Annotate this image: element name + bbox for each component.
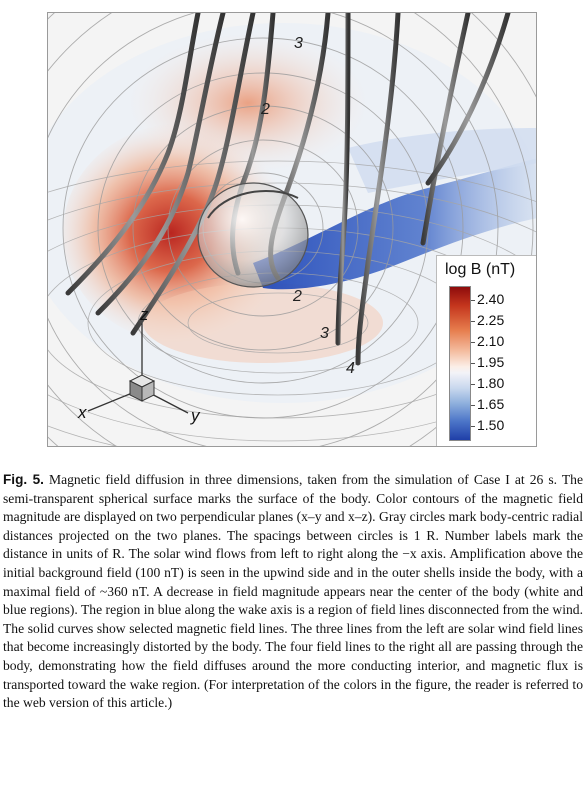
legend-tick: 1.50: [477, 417, 505, 433]
legend-tick: 2.25: [477, 312, 505, 328]
radial-label-3-bottom: 3: [320, 325, 329, 342]
magnetic-field-plot: [48, 13, 536, 446]
colorbar-legend: log B (nT) 2.40 2.25 2.10 1.95 1.80 1.65…: [436, 255, 536, 446]
figure-caption: Fig. 5. Magnetic field diffusion in thre…: [3, 471, 583, 713]
axis-label-z: z: [140, 305, 149, 324]
radial-label-2-bottom: 2: [293, 288, 302, 305]
legend-tick: 1.80: [477, 375, 505, 391]
axis-label-x: x: [78, 403, 87, 422]
radial-label-4-bottom: 4: [346, 360, 355, 377]
legend-tick: 2.10: [477, 333, 505, 349]
legend-tick: 1.65: [477, 396, 505, 412]
colorbar: [449, 286, 471, 441]
figure-panel: 3 2 2 3 4 z x y log B (nT) 2.40 2.25 2.1…: [47, 12, 537, 447]
radial-label-3-top: 3: [294, 35, 303, 52]
legend-tick: 1.95: [477, 354, 505, 370]
axis-label-y: y: [191, 406, 200, 425]
radial-label-2-top: 2: [261, 101, 270, 118]
legend-title: log B (nT): [445, 261, 516, 278]
caption-label: Fig. 5.: [3, 472, 44, 487]
axis-triad: [87, 323, 189, 414]
caption-text: Magnetic field diffusion in three dimens…: [3, 472, 583, 711]
legend-tick: 2.40: [477, 291, 505, 307]
